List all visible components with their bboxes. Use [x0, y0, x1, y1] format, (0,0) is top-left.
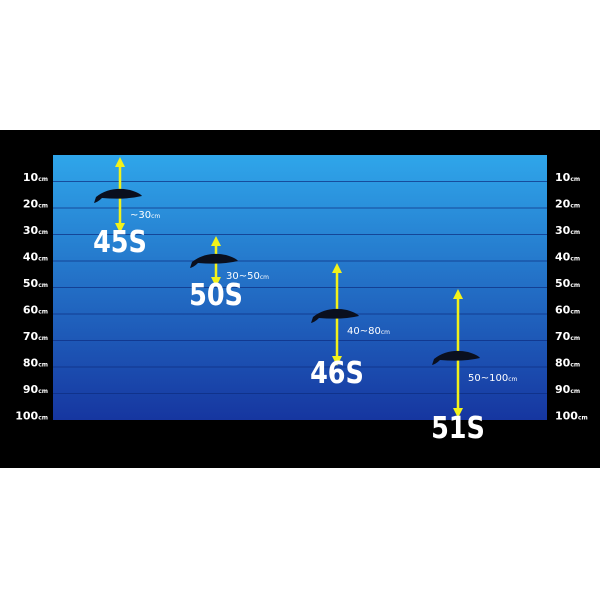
depth-unit: cm — [570, 335, 580, 342]
arrow-head — [453, 289, 463, 299]
depth-value: 100 — [15, 410, 38, 423]
lure-name: 51S — [431, 410, 485, 446]
depth-unit: cm — [570, 229, 580, 236]
arrow-head — [332, 356, 342, 366]
depth-unit: cm — [38, 282, 48, 289]
range-value: 50~100 — [468, 373, 508, 384]
arrow-head — [115, 223, 125, 233]
range-unit: cm — [151, 213, 160, 220]
depth-value: 20 — [555, 198, 571, 211]
depth-label: 100cm — [555, 410, 588, 423]
depth-unit: cm — [38, 309, 48, 316]
range-label: 40~80cm — [347, 326, 390, 337]
depth-value: 90 — [555, 383, 571, 396]
depth-value: 10 — [23, 171, 39, 184]
lure-name: 45S — [93, 224, 147, 260]
depth-label: 10cm — [555, 171, 580, 184]
depth-unit: cm — [38, 388, 48, 395]
depth-value: 30 — [23, 224, 39, 237]
depth-label: 70cm — [23, 330, 48, 343]
range-value: 40~80 — [347, 326, 381, 337]
depth-unit: cm — [570, 309, 580, 316]
lure: 50~100cm 51S — [431, 289, 518, 446]
depth-label: 60cm — [23, 304, 48, 317]
depth-unit: cm — [38, 256, 48, 263]
depth-value: 100 — [555, 410, 578, 423]
depth-value: 80 — [23, 357, 39, 370]
depth-label: 90cm — [23, 383, 48, 396]
depth-label: 70cm — [555, 330, 580, 343]
depth-value: 10 — [555, 171, 571, 184]
depth-label: 60cm — [555, 304, 580, 317]
depth-value: 60 — [555, 304, 571, 317]
depth-label: 90cm — [555, 383, 580, 396]
range-label: 30~50cm — [226, 271, 269, 282]
depth-value: 20 — [23, 198, 39, 211]
depth-unit: cm — [570, 176, 580, 183]
depth-unit: cm — [570, 256, 580, 263]
lure-silhouette — [94, 188, 142, 203]
depth-label: 80cm — [555, 357, 580, 370]
depth-label: 30cm — [555, 224, 580, 237]
lure-silhouette — [311, 308, 359, 323]
depth-label: 40cm — [555, 251, 580, 264]
depth-label: 30cm — [23, 224, 48, 237]
depth-unit: cm — [38, 203, 48, 210]
lure-name: 50S — [189, 277, 243, 313]
depth-value: 50 — [555, 277, 571, 290]
range-label: 50~100cm — [468, 373, 518, 384]
depth-unit: cm — [38, 229, 48, 236]
depth-unit: cm — [570, 388, 580, 395]
lure: 40~80cm 46S — [310, 263, 390, 391]
range-unit: cm — [508, 376, 517, 383]
arrow-head — [453, 408, 463, 418]
depth-unit: cm — [38, 176, 48, 183]
lure: ~30cm 45S — [93, 157, 160, 260]
depth-lines — [53, 181, 547, 394]
depth-unit: cm — [570, 362, 580, 369]
depth-unit: cm — [38, 335, 48, 342]
depth-unit: cm — [38, 362, 48, 369]
depth-label: 80cm — [23, 357, 48, 370]
arrow-head — [332, 263, 342, 273]
depth-value: 40 — [23, 251, 39, 264]
depth-value: 30 — [555, 224, 571, 237]
depth-label: 50cm — [555, 277, 580, 290]
lure-silhouette — [432, 350, 480, 365]
arrow-head — [211, 236, 221, 246]
depth-value: 70 — [23, 330, 39, 343]
depth-label: 100cm — [15, 410, 48, 423]
lure-silhouette — [190, 253, 238, 268]
range-label: ~30cm — [130, 210, 160, 221]
depth-value: 70 — [555, 330, 571, 343]
depth-label: 10cm — [23, 171, 48, 184]
depth-value: 60 — [23, 304, 39, 317]
depth-value: 40 — [555, 251, 571, 264]
arrow-head — [211, 277, 221, 287]
depth-value: 50 — [23, 277, 39, 290]
arrow-head — [115, 157, 125, 167]
range-unit: cm — [381, 329, 390, 336]
depth-unit: cm — [570, 282, 580, 289]
depth-unit: cm — [38, 415, 48, 422]
depth-label: 40cm — [23, 251, 48, 264]
depth-label: 50cm — [23, 277, 48, 290]
range-unit: cm — [260, 274, 269, 281]
range-value: 30~50 — [226, 271, 260, 282]
depth-unit: cm — [570, 203, 580, 210]
depth-unit: cm — [578, 415, 588, 422]
depth-value: 80 — [555, 357, 571, 370]
range-value: ~30 — [130, 210, 151, 221]
depth-value: 90 — [23, 383, 39, 396]
depth-label: 20cm — [23, 198, 48, 211]
depth-label: 20cm — [555, 198, 580, 211]
lure-name: 46S — [310, 355, 364, 391]
